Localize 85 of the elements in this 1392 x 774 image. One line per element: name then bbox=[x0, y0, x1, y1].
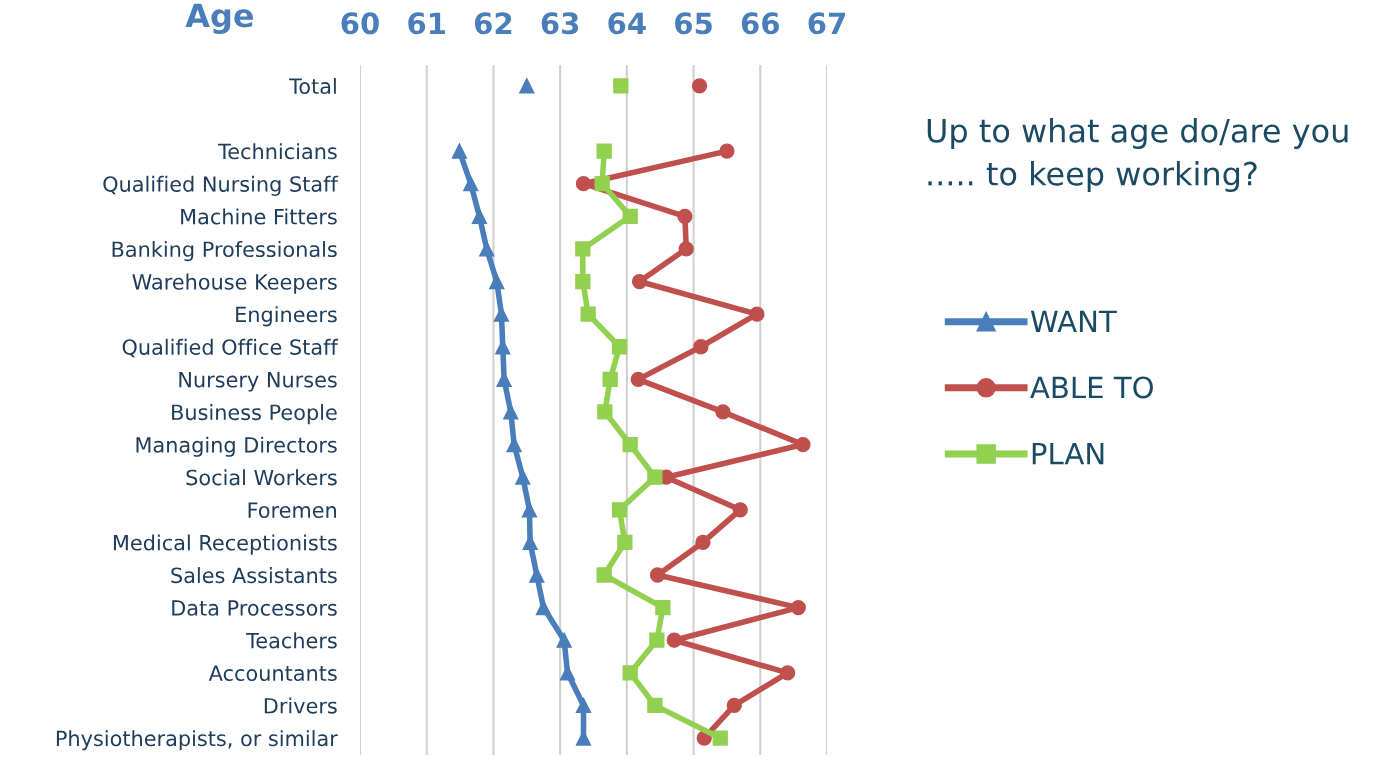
y-tick-label: Qualified Office Staff bbox=[122, 338, 339, 358]
y-tick-label: Foremen bbox=[248, 502, 337, 518]
point bbox=[647, 697, 663, 714]
x-tick-label: 60 bbox=[341, 12, 379, 35]
point bbox=[655, 599, 671, 616]
point bbox=[732, 502, 748, 518]
x-tick-label: 67 bbox=[808, 12, 845, 35]
point bbox=[622, 436, 638, 453]
point bbox=[521, 502, 538, 518]
point bbox=[749, 306, 765, 322]
point bbox=[611, 502, 628, 518]
x-tick-label: 61 bbox=[408, 12, 445, 35]
y-tick-label: Managing Directors bbox=[136, 436, 337, 457]
legend-label: PLAN bbox=[1032, 442, 1104, 465]
y-tick-label: Medical Receptionists bbox=[113, 534, 337, 555]
point bbox=[575, 273, 591, 290]
x-axis-title: Age bbox=[185, 3, 253, 34]
x-tick-label: 66 bbox=[741, 12, 780, 35]
legend-label: ABLE TO bbox=[1030, 376, 1153, 399]
x-tick-label: 64 bbox=[608, 12, 646, 35]
point bbox=[726, 697, 742, 714]
point bbox=[556, 632, 572, 648]
y-tick-label: Sales Assistants bbox=[171, 567, 337, 584]
point bbox=[559, 665, 576, 681]
point bbox=[678, 241, 694, 257]
y-tick-label: Machine Fitters bbox=[181, 208, 337, 225]
point bbox=[596, 143, 612, 159]
y-tick-label: Warehouse Keepers bbox=[132, 273, 337, 294]
point bbox=[575, 697, 592, 714]
point bbox=[575, 176, 592, 192]
point bbox=[529, 567, 545, 583]
y-tick-label: Business People bbox=[172, 404, 337, 425]
point bbox=[677, 208, 693, 224]
point bbox=[719, 143, 735, 159]
y-tick-label: Physiotherapists, or similar bbox=[56, 730, 338, 751]
y-tick-label: Drivers bbox=[264, 697, 337, 714]
point bbox=[519, 78, 535, 94]
point bbox=[451, 143, 468, 159]
point bbox=[471, 208, 488, 224]
y-tick-label: Teachers bbox=[246, 632, 337, 649]
point bbox=[479, 241, 495, 257]
y-tick-label: Nursery Nurses bbox=[179, 372, 337, 392]
point bbox=[575, 241, 591, 257]
point bbox=[631, 273, 648, 290]
y-tick-label: Technicians bbox=[218, 143, 337, 160]
point bbox=[666, 632, 682, 648]
point bbox=[630, 371, 646, 387]
x-tick-label: 65 bbox=[675, 12, 712, 35]
x-tick-label: 62 bbox=[474, 12, 512, 35]
point bbox=[715, 404, 731, 420]
point bbox=[695, 534, 711, 551]
text: Up to what age do/are you ..... to keep working? bbox=[927, 118, 1348, 192]
point bbox=[535, 599, 552, 616]
point bbox=[617, 534, 633, 551]
point bbox=[647, 469, 663, 485]
point bbox=[649, 632, 665, 648]
point bbox=[463, 176, 479, 192]
point bbox=[712, 730, 728, 746]
y-tick-label: Qualified Nursing Staff bbox=[103, 175, 339, 196]
y-tick-label: Data Processors bbox=[172, 600, 337, 616]
point bbox=[693, 339, 709, 355]
point bbox=[597, 404, 613, 420]
point bbox=[779, 665, 796, 681]
point bbox=[594, 176, 610, 192]
point bbox=[795, 436, 811, 453]
point bbox=[596, 567, 612, 583]
point bbox=[691, 78, 708, 94]
point bbox=[649, 567, 666, 583]
y-tick-label: Total bbox=[289, 77, 336, 95]
point bbox=[489, 273, 505, 290]
y-tick-label: Engineers bbox=[236, 306, 337, 327]
legend-label: WANT bbox=[1030, 310, 1117, 332]
x-tick-label: 63 bbox=[541, 12, 579, 35]
point bbox=[515, 469, 531, 485]
point bbox=[622, 208, 638, 224]
y-tick-label: Social Workers bbox=[186, 469, 337, 486]
point bbox=[622, 665, 638, 681]
y-tick-label: Banking Professionals bbox=[112, 241, 337, 262]
point bbox=[613, 78, 629, 94]
point bbox=[790, 599, 806, 616]
point bbox=[503, 404, 519, 420]
point bbox=[611, 339, 628, 355]
point bbox=[580, 306, 596, 322]
y-tick-label: Accountants bbox=[208, 665, 337, 682]
point bbox=[602, 371, 618, 387]
